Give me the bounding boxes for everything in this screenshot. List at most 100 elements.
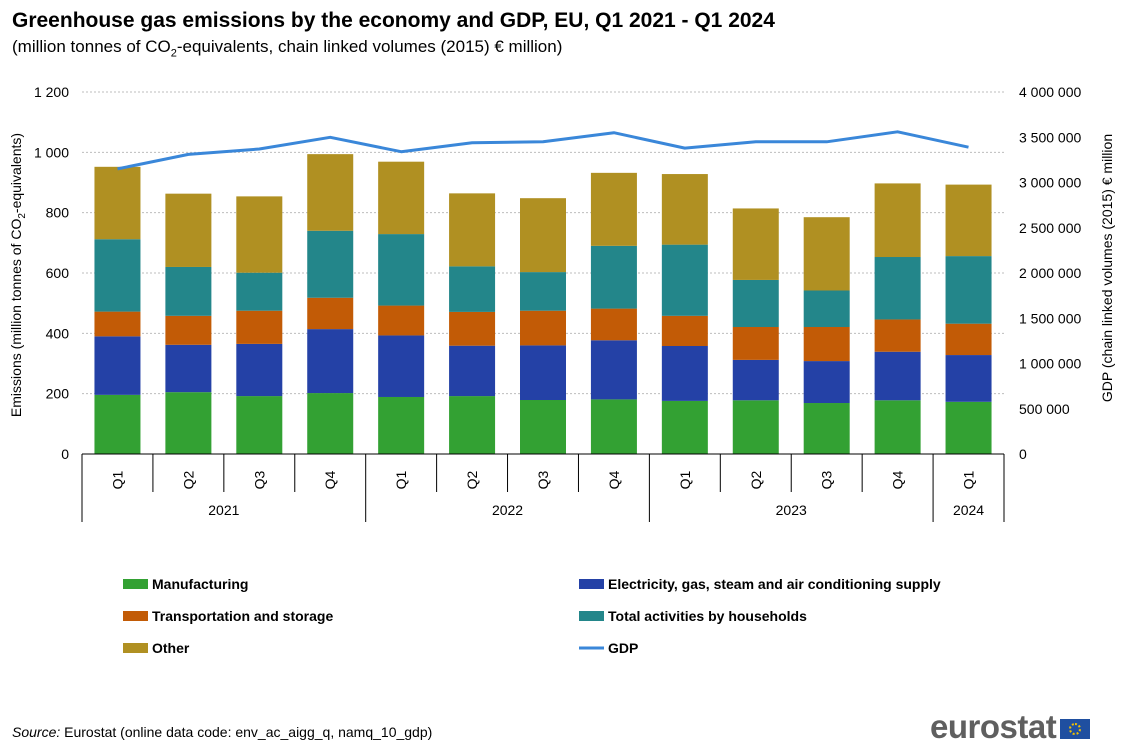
bar-segment (236, 196, 283, 273)
bar-segment (590, 340, 637, 400)
subtitle-subscript: 2 (170, 47, 177, 60)
y2-tick-label: 1 500 000 (1019, 310, 1081, 326)
bar-segment (94, 239, 141, 312)
bar-segment (307, 329, 354, 394)
source-label: Source: (12, 724, 61, 740)
y-tick-label: 1 200 (34, 84, 69, 100)
y-axis-label: Emissions (million tonnes of CO2-equival… (8, 133, 28, 417)
bar-segment (732, 208, 779, 280)
bar-segment (874, 183, 921, 258)
y2-tick-label: 1 000 000 (1019, 356, 1081, 372)
bar-segment (590, 399, 637, 454)
bar-segment (590, 308, 637, 341)
y2-tick-label: 3 000 000 (1019, 175, 1081, 191)
x-tick-label: Q3 (251, 470, 267, 489)
bar-segment (661, 244, 708, 316)
bars-layer (94, 154, 992, 454)
bar-segment (732, 359, 779, 401)
bar-segment (945, 401, 992, 454)
x-tick-label: Q1 (677, 470, 693, 489)
bar-segment (661, 174, 708, 245)
x-tick-label: Q2 (464, 470, 480, 489)
legend-label: Other (152, 640, 190, 656)
bar-segment (803, 326, 850, 362)
bar-segment (520, 400, 566, 454)
y-tick-label: 0 (61, 446, 69, 462)
bar-segment (874, 351, 921, 401)
left-axis: 0 200 400 600 800 1 000 1 200 (34, 84, 69, 462)
bar-segment (236, 343, 283, 397)
x-tick-label: Q3 (535, 470, 551, 489)
legend-swatch (123, 611, 148, 621)
bar-segment (307, 297, 354, 330)
y-tick-label: 1 000 (34, 144, 69, 160)
bar-segment (520, 310, 566, 346)
y-tick-label: 400 (46, 325, 70, 341)
x-tick-label: Q4 (606, 470, 622, 489)
bar-segment (165, 392, 212, 454)
ylabel-subscript: 2 (17, 213, 28, 219)
subtitle-prefix: (million tonnes of CO (12, 37, 171, 56)
legend-swatch (123, 643, 148, 653)
bar-segment (236, 310, 283, 344)
bar-segment (803, 361, 850, 404)
x-tick-label: Q3 (819, 470, 835, 489)
bar-segment (803, 217, 850, 291)
y-tick-label: 800 (46, 205, 70, 221)
ylabel-suffix: -equivalents) (8, 133, 24, 213)
chart-subtitle: (million tonnes of CO2-equivalents, chai… (12, 37, 562, 59)
gdp-line (117, 130, 969, 171)
bar-segment (378, 335, 425, 397)
source-text: Eurostat (online data code: env_ac_aigg_… (60, 724, 433, 740)
x-tick-label: Q1 (393, 470, 409, 489)
bar-segment (590, 172, 637, 246)
y2-tick-label: 4 000 000 (1019, 84, 1081, 100)
bar-segment (378, 161, 425, 235)
bar-segment (307, 154, 354, 231)
legend-label: Total activities by households (608, 608, 807, 624)
x-axis: Q1 Q2 Q3 Q4 Q1 Q2 Q3 Q4 Q1 Q2 Q3 Q4 Q1 2021 2022 2023 20… (81, 453, 1005, 522)
bar-segment (945, 256, 992, 324)
bar-segment (803, 403, 850, 454)
bar-segment (945, 323, 992, 356)
year-label: 2024 (953, 502, 984, 518)
bar-segment (378, 234, 425, 306)
bar-segment (874, 400, 921, 454)
year-label: 2021 (208, 502, 239, 518)
bar-segment (732, 400, 779, 454)
x-tick-label: Q1 (109, 470, 125, 489)
bar-segment (661, 315, 708, 347)
bar-segment (874, 257, 921, 320)
bar-segment (449, 345, 496, 397)
bar-segment (307, 230, 354, 298)
y2-tick-label: 0 (1019, 446, 1027, 462)
ylabel-prefix: Emissions (million tonnes of CO (8, 219, 24, 418)
y2-tick-label: 3 500 000 (1019, 129, 1081, 145)
y2-tick-label: 2 500 000 (1019, 220, 1081, 236)
bar-segment (165, 266, 212, 316)
legend-swatch (579, 579, 604, 589)
bar-segment (94, 394, 141, 454)
bar-segment (520, 345, 566, 401)
legend-label: Transportation and storage (152, 608, 333, 624)
bar-segment (94, 336, 141, 395)
bar-segment (165, 315, 212, 345)
bar-segment (236, 396, 283, 454)
bar-segment (449, 193, 496, 267)
bar-segment (165, 193, 212, 267)
legend-swatch (123, 579, 148, 589)
y-tick-label: 600 (46, 265, 70, 281)
source-note: Source: Eurostat (online data code: env_… (12, 724, 432, 740)
subtitle-suffix: -equivalents, chain linked volumes (2015… (176, 37, 563, 56)
y2-tick-label: 500 000 (1019, 401, 1070, 417)
x-tick-label: Q2 (748, 470, 764, 489)
y-tick-label: 200 (46, 386, 70, 402)
bar-segment (520, 198, 566, 273)
legend-label: GDP (608, 640, 638, 656)
x-tick-label: Q1 (961, 470, 977, 489)
chart-area: 0 200 400 600 800 1 000 1 200 0 500 000 1 000 00… (8, 84, 1115, 656)
bar-segment (732, 279, 779, 327)
gdp-line-layer (117, 130, 969, 171)
bar-segment (661, 400, 708, 454)
x-tick-label: Q2 (180, 470, 196, 489)
